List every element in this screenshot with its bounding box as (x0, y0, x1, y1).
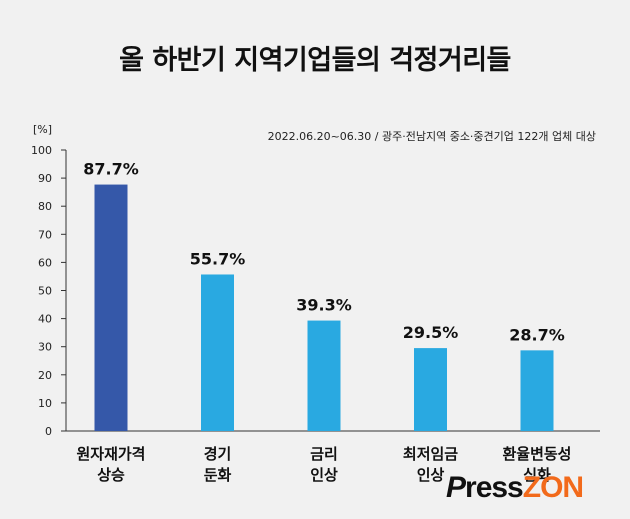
x-tick-label: 원자재가격 (76, 445, 145, 463)
x-tick-label: 심화 (523, 466, 551, 484)
y-tick-label: 90 (38, 172, 52, 185)
chart-title: 올 하반기 지역기업들의 걱정거리들 (119, 45, 511, 76)
y-tick-label: 40 (38, 313, 52, 326)
x-tick-label: 인상 (417, 466, 445, 484)
x-tick-label: 경기 (204, 445, 232, 463)
bar-value-label: 29.5% (403, 323, 459, 342)
logo-ress: ress (465, 471, 524, 504)
x-tick-label: 상승 (97, 466, 125, 484)
y-tick-label: 20 (38, 369, 52, 382)
x-tick-label: 최저임금 (403, 445, 458, 463)
x-tick-label: 둔화 (204, 466, 232, 484)
y-tick-label: 10 (38, 397, 52, 410)
chart-subtitle: 2022.06.20~06.30 / 광주·전남지역 중소·중견기업 122개 … (268, 130, 596, 143)
y-axis-label: [%] (33, 123, 52, 136)
bar (520, 350, 554, 431)
bar-value-label: 87.7% (83, 160, 139, 179)
y-tick-label: 60 (38, 256, 52, 269)
y-tick-label: 70 (38, 228, 52, 241)
logo-p: P (446, 471, 466, 504)
bar (94, 184, 128, 431)
bar (201, 274, 234, 431)
y-tick-label: 0 (45, 425, 52, 438)
bar-value-label: 39.3% (296, 296, 352, 315)
x-tick-label: 금리 (310, 445, 338, 463)
x-tick-label: 인상 (310, 466, 338, 484)
y-tick-label: 30 (38, 341, 52, 354)
bar (414, 348, 447, 431)
y-tick-label: 80 (38, 200, 52, 213)
bar-value-label: 28.7% (509, 325, 565, 344)
presszon-logo: PressZON (446, 471, 584, 505)
y-tick-label: 100 (31, 144, 52, 157)
bar-value-label: 55.7% (190, 249, 246, 268)
x-tick-label: 환율변동성 (502, 445, 571, 463)
logo-zon: ZON (522, 471, 584, 504)
y-tick-label: 50 (38, 285, 52, 298)
bar (307, 320, 341, 431)
